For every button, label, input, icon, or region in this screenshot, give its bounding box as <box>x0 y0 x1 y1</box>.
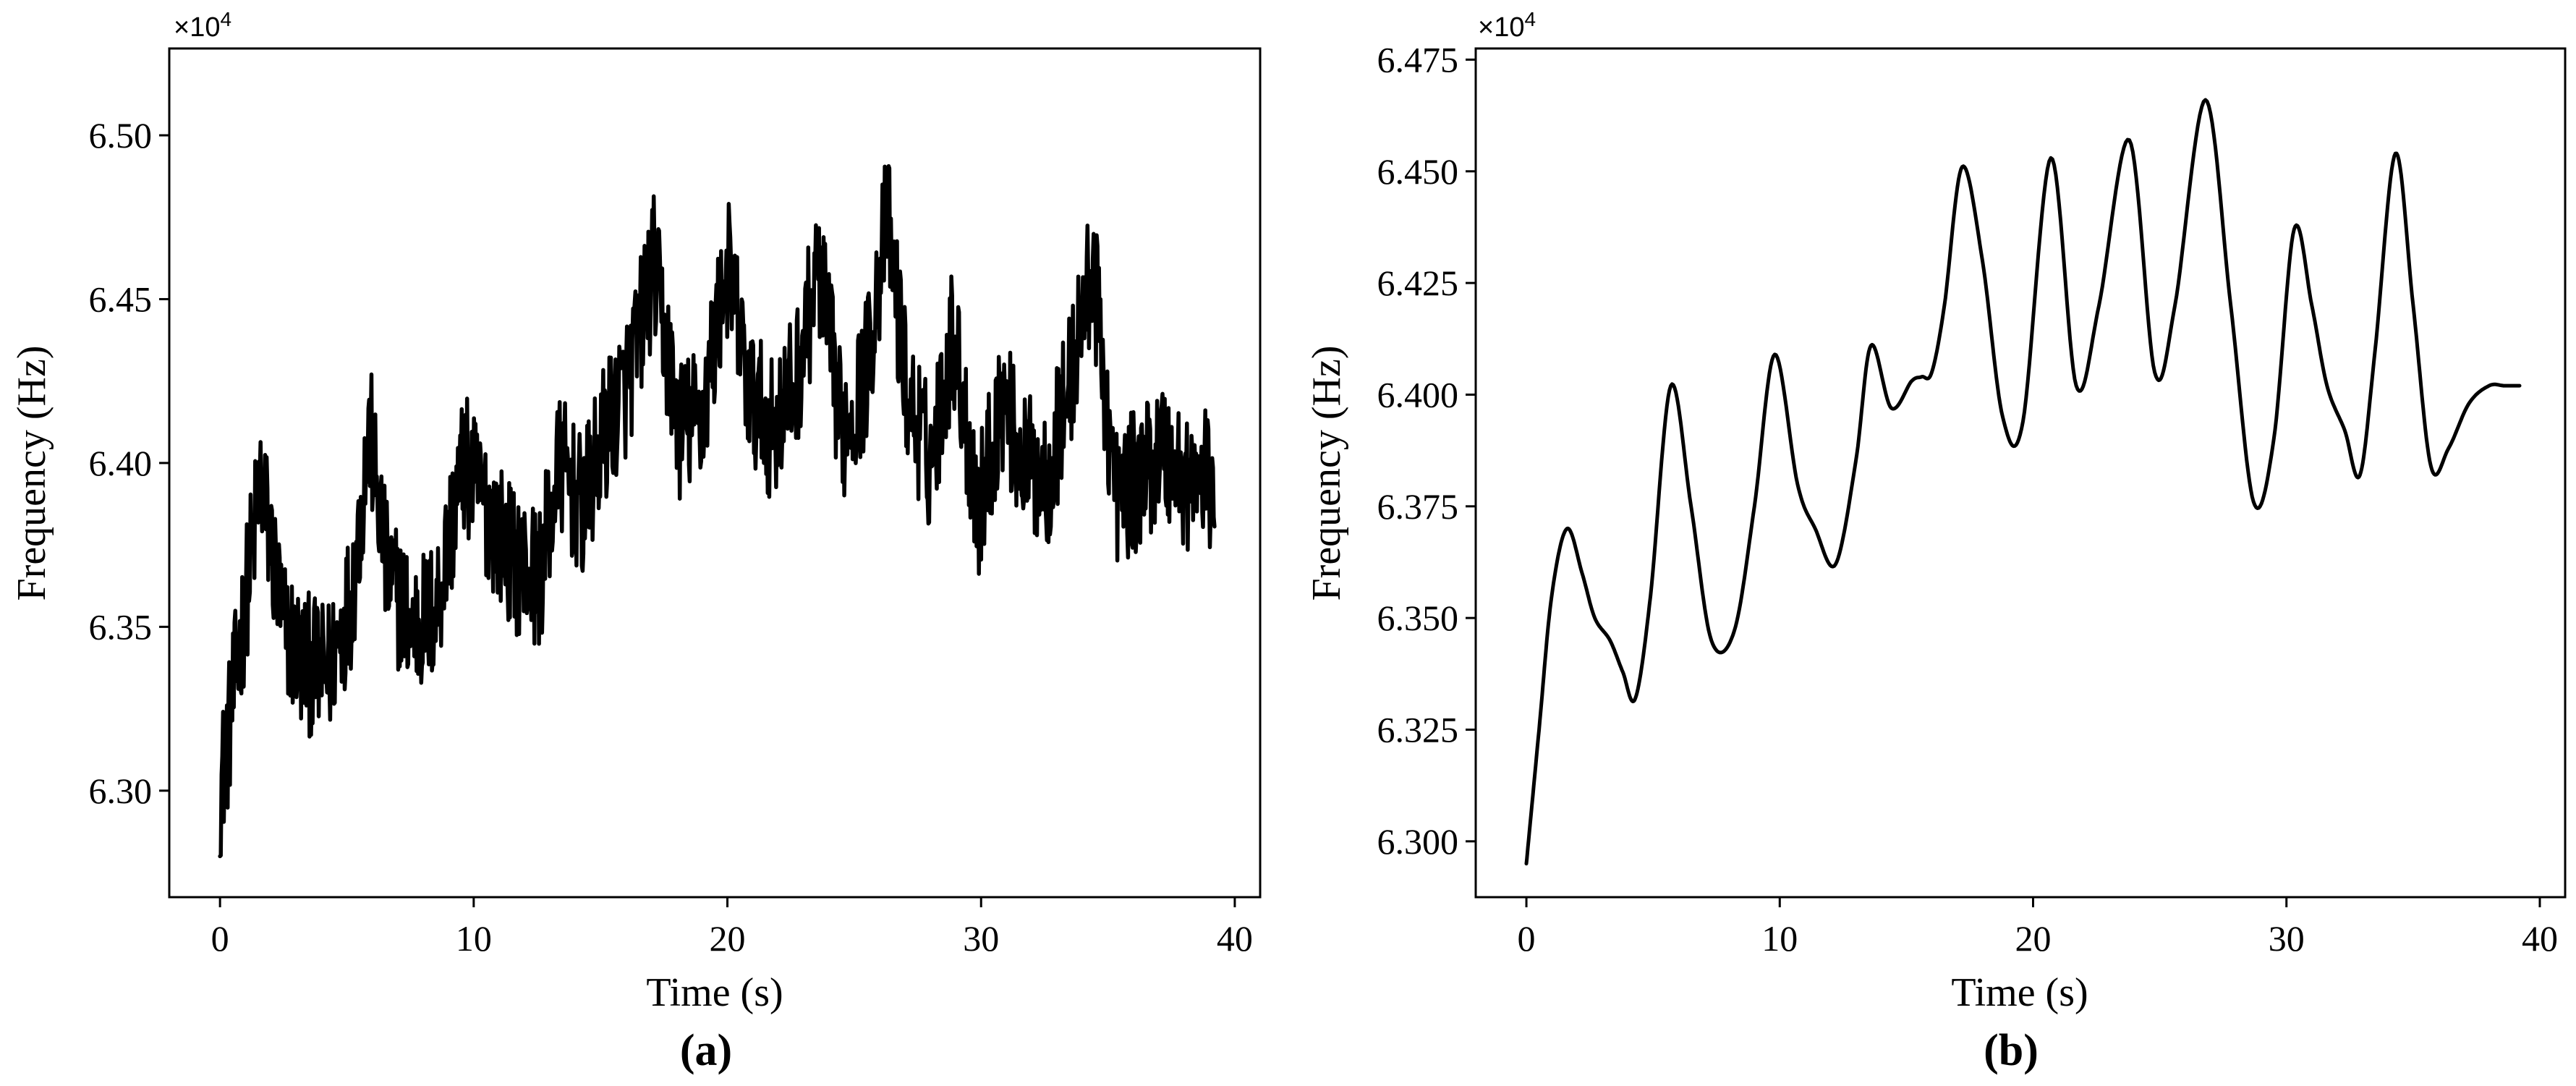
panel-a: ×104 6.30 6.35 6.40 6.45 6.50 0 10 20 30 40 Freq… <box>9 8 1262 1075</box>
panel-a-y-multiplier: ×104 <box>174 8 231 43</box>
panel-b-y-tick-label-0: 6.300 <box>1377 821 1459 862</box>
panel-a-label: (a) <box>680 1026 732 1075</box>
panel-a-x-tick-label-3: 30 <box>963 918 999 959</box>
panel-b-x-tick-label-0: 0 <box>1518 918 1536 959</box>
panel-b-x-ticks: 0 10 20 30 40 <box>1518 897 2558 959</box>
panel-b-series-line <box>1524 98 2522 866</box>
panel-a-x-tick-label-2: 20 <box>710 918 746 959</box>
panel-b-y-tick-label-6: 6.450 <box>1377 151 1459 192</box>
panel-b-axes-frame <box>1474 47 2567 899</box>
panel-a-x-tick-label-1: 10 <box>456 918 492 959</box>
panel-a-axes-frame <box>168 47 1262 899</box>
panel-b-y-tick-label-4: 6.400 <box>1377 374 1459 415</box>
panel-a-x-ticks: 0 10 20 30 40 <box>211 897 1253 959</box>
panel-b-y-tick-label-1: 6.325 <box>1377 709 1459 750</box>
panel-b: ×104 6.300 6.325 6.350 6.375 6.400 6.425 6.450… <box>1304 8 2567 1075</box>
panel-b-x-tick-label-4: 40 <box>2522 918 2558 959</box>
panel-b-x-axis-label: Time (s) <box>1951 970 2088 1015</box>
panel-a-x-axis-label: Time (s) <box>646 970 783 1015</box>
panel-a-y-tick-label-1: 6.35 <box>89 606 153 647</box>
panel-b-y-tick-label-2: 6.350 <box>1377 598 1459 638</box>
panel-a-y-tick-label-4: 6.50 <box>89 115 153 156</box>
panel-a-series-line <box>218 164 1217 859</box>
panel-a-y-tick-label-0: 6.30 <box>89 771 153 811</box>
panel-a-y-tick-label-2: 6.40 <box>89 443 153 483</box>
panel-a-x-tick-label-4: 40 <box>1217 918 1253 959</box>
panel-b-x-tick-label-2: 20 <box>2015 918 2052 959</box>
panel-b-label: (b) <box>1984 1026 2039 1075</box>
panel-a-y-ticks: 6.30 6.35 6.40 6.45 6.50 <box>89 115 169 811</box>
panel-b-x-tick-label-1: 10 <box>1761 918 1798 959</box>
panel-a-y-axis-label: Frequency (Hz) <box>9 346 54 601</box>
panel-b-y-tick-label-7: 6.475 <box>1377 39 1459 80</box>
panel-a-y-tick-label-3: 6.45 <box>89 279 153 319</box>
panel-b-y-tick-label-5: 6.425 <box>1377 263 1459 303</box>
panel-a-x-tick-label-0: 0 <box>211 918 229 959</box>
panel-b-y-multiplier: ×104 <box>1478 8 1536 43</box>
panel-b-x-tick-label-3: 30 <box>2269 918 2305 959</box>
panel-b-y-tick-label-3: 6.375 <box>1377 486 1459 527</box>
panel-b-y-axis-label: Frequency (Hz) <box>1304 346 1349 601</box>
panel-b-y-ticks: 6.300 6.325 6.350 6.375 6.400 6.425 6.450 6.475 <box>1377 39 1476 862</box>
